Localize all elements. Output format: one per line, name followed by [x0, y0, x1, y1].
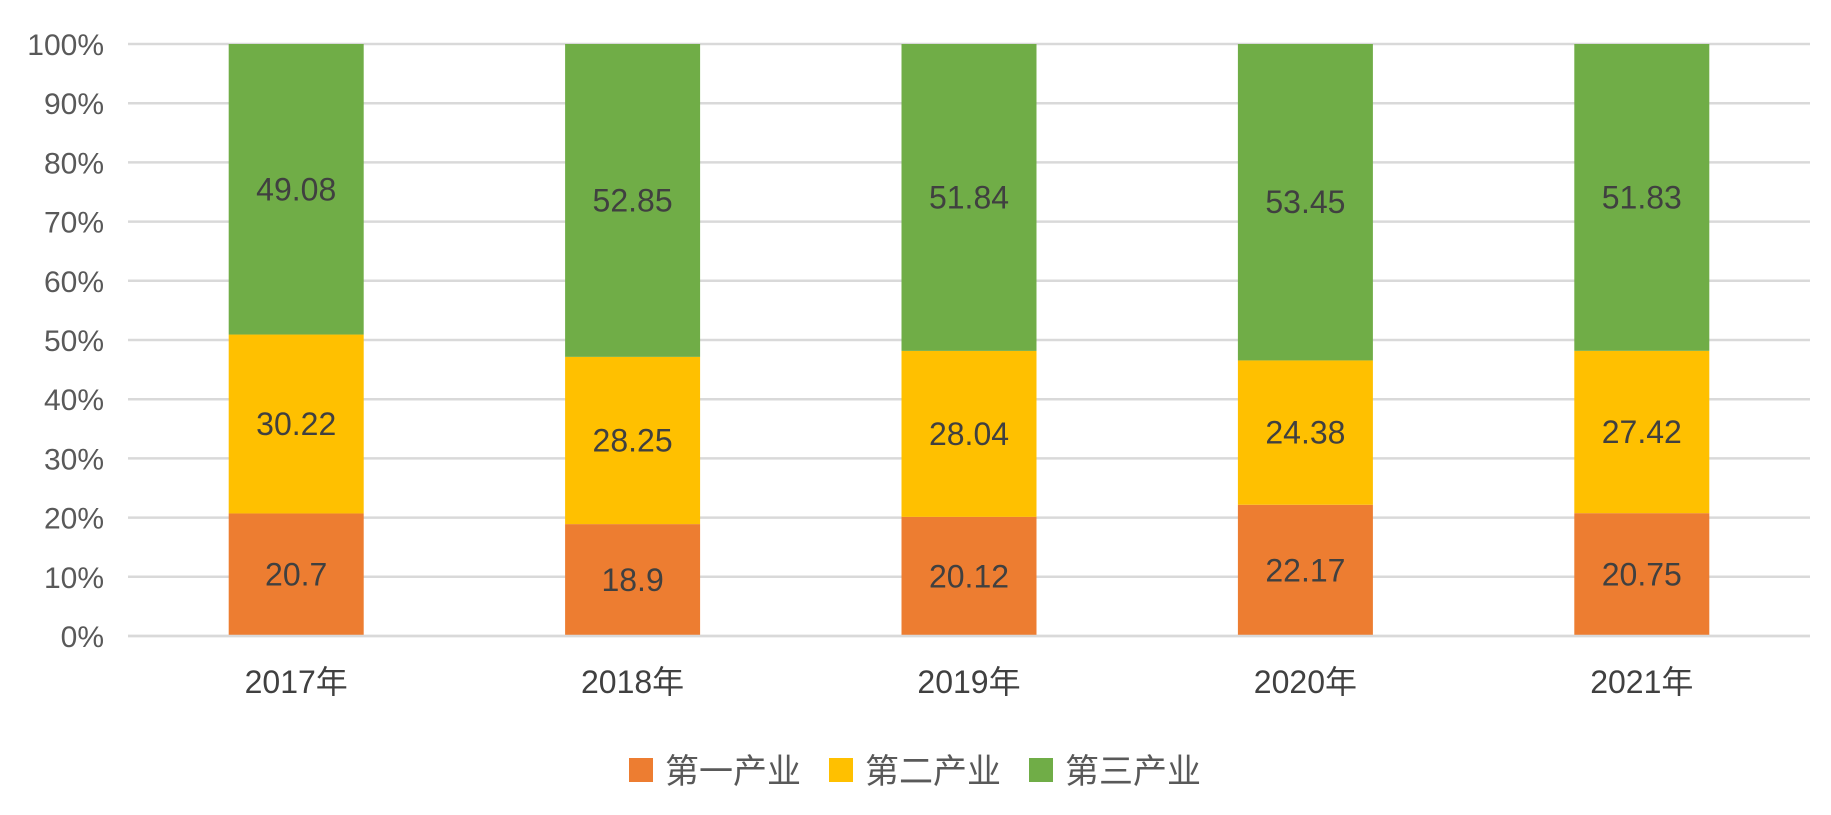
y-tick-label: 0%	[61, 621, 104, 654]
bar-segment	[901, 516, 1037, 636]
legend-swatch	[1029, 758, 1053, 782]
bar-segment	[228, 334, 364, 514]
data-label: 20.12	[929, 558, 1009, 594]
data-label: 53.45	[1265, 184, 1345, 220]
data-label: 51.84	[929, 179, 1009, 215]
bar-segment	[228, 513, 364, 636]
bar-segment	[565, 44, 701, 357]
x-tick-label: 2017年	[245, 664, 348, 700]
y-tick-label: 10%	[44, 562, 104, 595]
bar-segment	[565, 524, 701, 636]
legend-swatch	[829, 758, 853, 782]
data-label: 27.42	[1602, 414, 1682, 450]
legend-label: 第一产业	[665, 753, 801, 791]
y-tick-label: 40%	[44, 384, 104, 417]
data-label: 24.38	[1265, 415, 1345, 451]
bar-segment	[901, 44, 1037, 351]
data-label: 28.25	[593, 422, 673, 458]
y-tick-label: 30%	[44, 443, 104, 476]
bar-segment	[228, 44, 364, 335]
data-label: 52.85	[593, 182, 673, 218]
y-tick-label: 50%	[44, 325, 104, 358]
data-labels: 20.7 30.22 49.08 18.9 28.25 52.85 20.12 28.04 51…	[256, 171, 1682, 598]
legend-label: 第二产业	[865, 753, 1001, 791]
legend-label: 第三产业	[1065, 753, 1201, 791]
data-label: 30.22	[256, 406, 336, 442]
y-tick-label: 90%	[44, 88, 104, 121]
bar-segment	[1574, 513, 1710, 636]
legend: 第一产业 第二产业 第三产业	[629, 753, 1201, 791]
y-tick-label: 100%	[27, 29, 104, 62]
y-tick-label: 20%	[44, 503, 104, 536]
bar-segment	[1237, 44, 1373, 361]
x-axis: 2017年 2018年 2019年 2020年 2021年	[128, 634, 1810, 700]
data-label: 28.04	[929, 416, 1009, 452]
bars	[228, 44, 1710, 636]
data-label: 20.7	[265, 557, 327, 593]
bar-segment	[565, 356, 701, 525]
data-label: 20.75	[1602, 557, 1682, 593]
bar-segment	[1574, 44, 1710, 351]
y-axis: 0% 10% 20% 30% 40% 50% 60% 70% 80% 90% 100%	[27, 29, 104, 654]
data-label: 18.9	[601, 562, 663, 598]
bar-segment	[901, 350, 1037, 517]
bar-segment	[1237, 504, 1373, 636]
y-tick-label: 80%	[44, 147, 104, 180]
y-tick-label: 70%	[44, 207, 104, 240]
bar-segment	[1237, 360, 1373, 505]
data-label: 49.08	[256, 171, 336, 207]
x-tick-label: 2019年	[917, 664, 1020, 700]
x-tick-label: 2021年	[1590, 664, 1693, 700]
legend-swatch	[629, 758, 653, 782]
data-label: 22.17	[1265, 552, 1345, 588]
bar-segment	[1574, 350, 1710, 514]
y-tick-label: 60%	[44, 266, 104, 299]
x-tick-label: 2018年	[581, 664, 684, 700]
data-label: 51.83	[1602, 179, 1682, 215]
x-tick-label: 2020年	[1254, 664, 1357, 700]
